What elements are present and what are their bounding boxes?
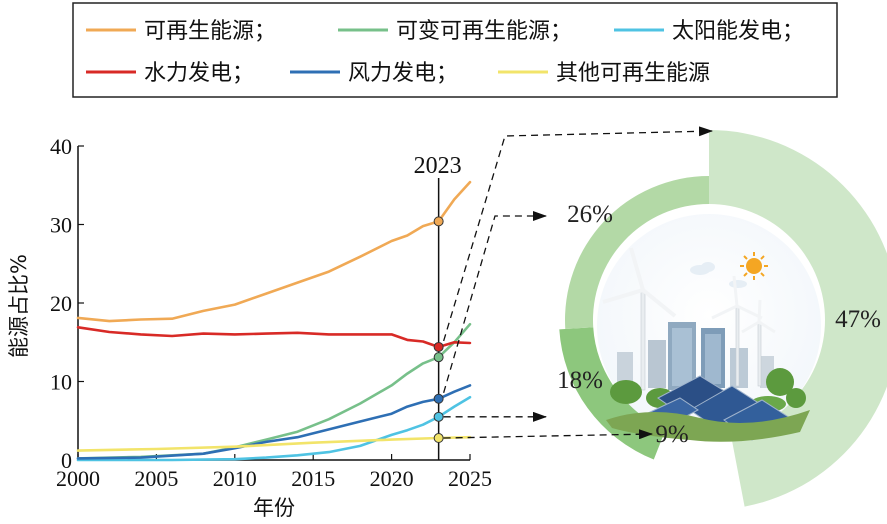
y-tick-label: 0 [61,448,72,473]
donut-chart: 47% 9% 18% 26% [557,130,887,507]
series-line [76,180,472,323]
slice-label: 18% [557,367,603,394]
slice-label: 47% [835,306,881,333]
connector-arrows [443,126,713,440]
x-axis-title: 年份 [253,496,295,520]
x-tick-label: 2025 [448,466,492,491]
connector-arrow-26 [443,211,547,393]
legend: 可再生能源； 可变可再生能源； 太阳能发电； 水力发电； 风力发电； 其他可再生能源 [72,2,838,98]
legend-label: 太阳能发电； [672,19,804,44]
y-tick-label: 30 [50,213,72,238]
data-point-2023 [433,341,444,352]
data-point-2023 [433,216,444,227]
x-tick-label: 2010 [213,466,257,491]
slice-label: 26% [567,201,613,228]
y-tick-label: 40 [50,134,72,159]
y-axis-title: 能源占比% [7,254,31,358]
data-point-2023 [433,352,444,363]
donut-slice [709,130,887,507]
legend-label: 风力发电； [348,61,458,86]
y-tick-label: 10 [50,370,72,395]
data-point-2023 [433,433,444,444]
line-chart: 0 10 20 30 40 2000 2005 2010 2015 2020 2025 年份 能源占比%… [7,134,492,520]
x-tick-label: 2015 [291,466,335,491]
wind-turbine-icon [602,247,776,391]
energy-illustration [597,214,821,442]
series-line [76,384,472,460]
x-tick-label: 2000 [56,466,100,491]
connector-arrow-9 [443,429,653,440]
legend-label: 可变可再生能源； [396,19,572,44]
y-tick-label: 20 [50,291,72,316]
series-line [76,435,472,452]
slice-label: 9% [655,421,688,448]
legend-label: 其他可再生能源 [556,61,710,86]
data-point-2023 [433,411,444,422]
highlight-year-label: 2023 [414,153,462,179]
donut-slice [565,176,709,330]
legend-label: 可再生能源； [144,19,276,44]
grass-ground [606,410,810,442]
connector-arrow-47 [443,126,713,342]
series-line [76,326,472,349]
x-tick-label: 2020 [370,466,414,491]
legend-label: 水力发电； [144,61,254,86]
data-point-2023 [433,393,444,404]
legend-box [72,2,838,98]
sun-icon [740,252,768,280]
x-tick-label: 2005 [134,466,178,491]
